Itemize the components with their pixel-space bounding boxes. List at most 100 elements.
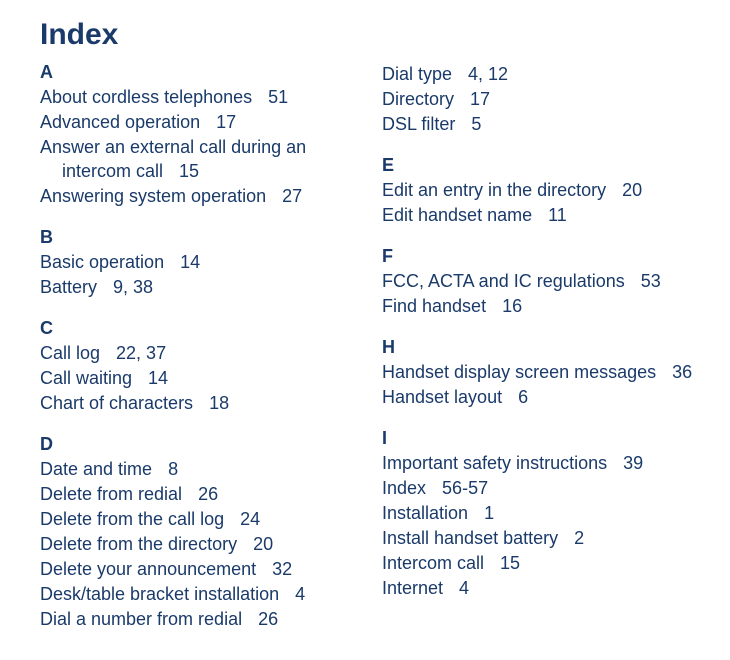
index-entry: Chart of characters18 <box>40 391 382 416</box>
index-entry: Handset display screen messages36 <box>382 360 722 385</box>
index-entry: Important safety instructions39 <box>382 451 722 476</box>
index-entry-text: Call log <box>40 343 100 363</box>
index-entry-pages: 1 <box>468 503 494 523</box>
index-entry-pages: 27 <box>266 186 302 206</box>
index-entry: Edit an entry in the directory20 <box>382 178 722 203</box>
index-entry: Basic operation14 <box>40 250 382 275</box>
index-entry: About cordless telephones51 <box>40 85 382 110</box>
index-entry-text: Intercom call <box>382 553 484 573</box>
index-letter: C <box>40 318 382 339</box>
index-entry-pages: 4 <box>279 584 305 604</box>
index-entry-text: Find handset <box>382 296 486 316</box>
index-entry-pages: 39 <box>607 453 643 473</box>
index-column-right: Dial type4, 12Directory17DSL filter5EEdi… <box>382 62 722 601</box>
index-entry-text: Answering system operation <box>40 186 266 206</box>
index-entry-text: Index <box>382 478 426 498</box>
index-entry-text: Dial a number from redial <box>40 609 242 629</box>
index-entry-pages: 20 <box>606 180 642 200</box>
index-letter: B <box>40 227 382 248</box>
index-entry-text: Delete your announcement <box>40 559 256 579</box>
index-letter: A <box>40 62 382 83</box>
index-entry-pages: 18 <box>193 393 229 413</box>
index-entry-text: Chart of characters <box>40 393 193 413</box>
index-entry: Find handset16 <box>382 294 722 319</box>
index-entry-pages: 56-57 <box>426 478 488 498</box>
index-entry: Internet4 <box>382 576 722 601</box>
page-title: Index <box>40 18 730 52</box>
index-entry-text: DSL filter <box>382 114 455 134</box>
index-entry: Edit handset name11 <box>382 203 722 228</box>
index-letter: H <box>382 337 722 358</box>
index-entry-text: About cordless telephones <box>40 87 252 107</box>
index-entry: Dial a number from redial26 <box>40 607 382 632</box>
index-entry-text: Directory <box>382 89 454 109</box>
index-entry-pages: 15 <box>484 553 520 573</box>
index-entry-text: Installation <box>382 503 468 523</box>
index-entry-wrap-text: intercom call <box>62 161 163 181</box>
index-entry: Date and time8 <box>40 457 382 482</box>
index-entry: Dial type4, 12 <box>382 62 722 87</box>
index-entry-pages: 22, 37 <box>100 343 166 363</box>
index-entry-pages: 6 <box>502 387 528 407</box>
index-entry-pages: 20 <box>237 534 273 554</box>
index-entry-text: Important safety instructions <box>382 453 607 473</box>
index-entry-text: Handset display screen messages <box>382 362 656 382</box>
index-entry-pages: 16 <box>486 296 522 316</box>
index-entry-pages: 4 <box>443 578 469 598</box>
index-entry-text: Delete from the directory <box>40 534 237 554</box>
index-entry: Delete from the call log24 <box>40 507 382 532</box>
index-entry-pages: 26 <box>242 609 278 629</box>
index-entry: DSL filter5 <box>382 112 722 137</box>
index-entry: Index56-57 <box>382 476 722 501</box>
index-entry-text: Answer an external call during an <box>40 137 306 157</box>
index-entry-pages: 32 <box>256 559 292 579</box>
index-entry-text: Call waiting <box>40 368 132 388</box>
index-entry-text: Edit handset name <box>382 205 532 225</box>
index-entry: Delete from the directory20 <box>40 532 382 557</box>
index-entry-pages: 2 <box>558 528 584 548</box>
index-entry-pages: 17 <box>454 89 490 109</box>
index-entry-pages: 36 <box>656 362 692 382</box>
index-entry: Delete from redial26 <box>40 482 382 507</box>
index-entry: Battery9, 38 <box>40 275 382 300</box>
index-entry: FCC, ACTA and IC regulations53 <box>382 269 722 294</box>
index-entry: Directory17 <box>382 87 722 112</box>
index-entry: Desk/table bracket installation4 <box>40 582 382 607</box>
index-letter: F <box>382 246 722 267</box>
index-entry-text: Dial type <box>382 64 452 84</box>
index-entry-text: Desk/table bracket installation <box>40 584 279 604</box>
index-entry-text: Battery <box>40 277 97 297</box>
index-columns: AAbout cordless telephones51Advanced ope… <box>40 62 730 632</box>
index-entry: Installation1 <box>382 501 722 526</box>
index-entry-text: Handset layout <box>382 387 502 407</box>
index-entry: Delete your announcement32 <box>40 557 382 582</box>
index-entry-pages: 51 <box>252 87 288 107</box>
index-entry-text: FCC, ACTA and IC regulations <box>382 271 625 291</box>
index-letter: I <box>382 428 722 449</box>
index-entry-pages: 15 <box>163 161 199 181</box>
index-column-left: AAbout cordless telephones51Advanced ope… <box>40 62 382 632</box>
index-entry-pages: 5 <box>455 114 481 134</box>
index-entry-pages: 8 <box>152 459 178 479</box>
index-entry-pages: 14 <box>132 368 168 388</box>
index-entry-pages: 11 <box>532 205 567 225</box>
index-entry-pages: 14 <box>164 252 200 272</box>
index-entry-text: Basic operation <box>40 252 164 272</box>
index-entry-text: Date and time <box>40 459 152 479</box>
index-entry: Call log22, 37 <box>40 341 382 366</box>
index-entry: Install handset battery2 <box>382 526 722 551</box>
index-entry-text: Edit an entry in the directory <box>382 180 606 200</box>
index-entry-text: Delete from redial <box>40 484 182 504</box>
index-entry: Answering system operation27 <box>40 184 382 209</box>
index-entry-wrap: intercom call15 <box>40 159 382 183</box>
index-entry-pages: 17 <box>200 112 236 132</box>
index-entry-pages: 4, 12 <box>452 64 508 84</box>
index-entry-pages: 9, 38 <box>97 277 153 297</box>
index-letter: D <box>40 434 382 455</box>
index-entry: Answer an external call during aninterco… <box>40 135 382 184</box>
index-entry-pages: 53 <box>625 271 661 291</box>
index-entry-pages: 26 <box>182 484 218 504</box>
index-entry-text: Delete from the call log <box>40 509 224 529</box>
index-entry: Intercom call15 <box>382 551 722 576</box>
index-letter: E <box>382 155 722 176</box>
